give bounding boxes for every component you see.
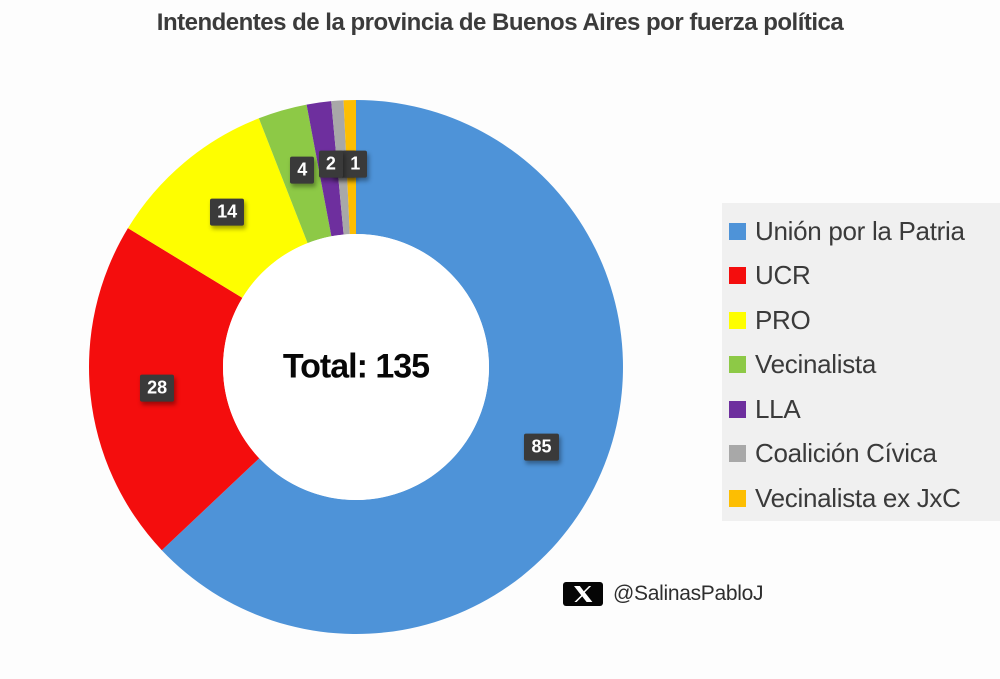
x-twitter-icon: [563, 582, 603, 606]
segment-union-por-la-patria: [161, 100, 623, 634]
value-label-vecinalista-ex-jxc: 1: [343, 150, 368, 178]
segment-ucr: [88, 228, 260, 551]
legend-label: Coalición Cívica: [755, 438, 937, 469]
legend-item-pro: PRO: [729, 298, 1000, 343]
legend-item-lla: LLA: [729, 387, 1000, 432]
legend-item-union-por-la-patria: Unión por la Patria: [729, 209, 1000, 254]
legend-item-vecinalista-ex-jxc: Vecinalista ex JxC: [729, 476, 1000, 521]
legend-item-vecinalista: Vecinalista: [729, 343, 1000, 388]
legend-label: Vecinalista: [755, 349, 876, 380]
attribution: @SalinasPabloJ: [563, 582, 764, 606]
legend-swatch-ucr: [729, 267, 746, 285]
donut-center-total: Total: 135: [282, 347, 430, 386]
legend-label: PRO: [755, 304, 811, 335]
legend-swatch-pro: [729, 311, 746, 329]
legend-item-coalicion-civica: Coalición Cívica: [729, 432, 1000, 477]
legend-swatch-vecinalista-ex-jxc: [729, 489, 746, 507]
legend-swatch-union-por-la-patria: [729, 222, 746, 240]
value-label-union-por-la-patria: 85: [524, 433, 559, 461]
value-label-vecinalista: 4: [290, 156, 315, 184]
value-label-pro: 14: [210, 198, 245, 226]
legend-swatch-lla: [729, 400, 746, 418]
legend-label: UCR: [755, 260, 811, 291]
legend-item-ucr: UCR: [729, 254, 1000, 299]
chart-legend: Unión por la Patria UCR PRO Vecinalista LLA C…: [722, 203, 1000, 521]
legend-label: Unión por la Patria: [755, 215, 965, 246]
legend-swatch-coalicion-civica: [729, 445, 746, 463]
legend-label: LLA: [755, 393, 801, 424]
value-label-ucr: 28: [140, 374, 175, 402]
value-label-lla: 2: [318, 150, 343, 178]
chart-title: Intendentes de la provincia de Buenos Ai…: [156, 9, 844, 36]
author-handle: @SalinasPabloJ: [613, 582, 764, 605]
legend-label: Vecinalista ex JxC: [755, 482, 961, 513]
donut-hole: [223, 234, 489, 500]
legend-swatch-vecinalista: [729, 356, 746, 374]
